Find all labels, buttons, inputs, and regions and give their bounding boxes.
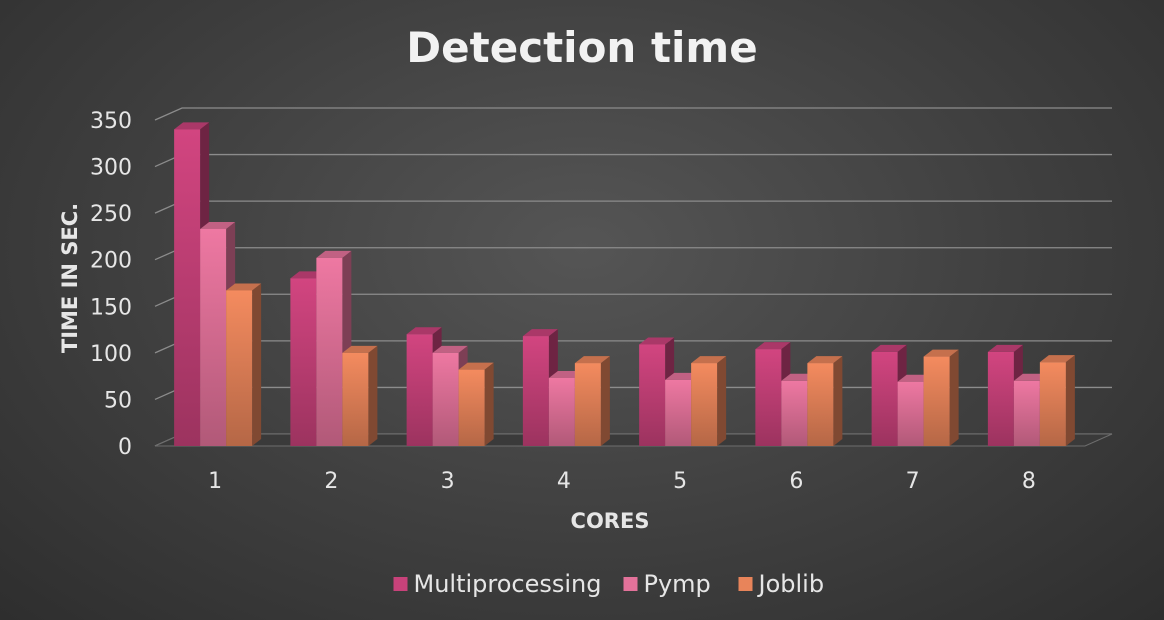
bar-front — [316, 257, 343, 446]
bar-side — [600, 356, 610, 446]
x-tick-label: 1 — [208, 469, 222, 494]
bar-top — [406, 327, 442, 335]
bar — [923, 349, 959, 446]
bar-top — [432, 345, 468, 353]
bar-front — [691, 363, 718, 446]
bar-front — [432, 352, 459, 446]
y-tick-label: 350 — [90, 109, 132, 134]
bar-front — [406, 334, 433, 446]
bar-side — [717, 356, 727, 446]
bar-side — [833, 356, 843, 446]
bar — [342, 345, 378, 446]
bar-top — [174, 122, 210, 130]
bar-side — [1065, 355, 1075, 446]
legend-swatch — [738, 577, 753, 591]
bar-side — [252, 283, 262, 446]
bar-front — [548, 378, 575, 446]
legend-label: Joblib — [757, 570, 825, 598]
bar-top — [987, 344, 1023, 352]
legend-swatch — [393, 577, 408, 591]
legend-item: Pymp — [623, 570, 711, 598]
bar-front — [897, 381, 924, 446]
bar — [574, 356, 610, 446]
bar-top — [226, 283, 262, 291]
bar-front — [1013, 380, 1040, 446]
bar-front — [290, 278, 317, 446]
bar-top — [574, 356, 610, 364]
gridline — [154, 200, 1112, 214]
bar-front — [871, 351, 898, 446]
legend-swatch — [623, 577, 638, 591]
bar-top — [522, 329, 558, 337]
bar-front — [665, 379, 692, 446]
y-tick-label: 200 — [90, 249, 132, 274]
x-tick-label: 3 — [441, 469, 455, 494]
bar-front — [923, 356, 950, 446]
bar-front — [342, 352, 369, 446]
bar-top — [691, 356, 727, 364]
bar-top — [458, 362, 494, 370]
bar — [458, 362, 494, 446]
bar-front — [574, 363, 601, 446]
gridline — [154, 153, 1112, 168]
bar-top — [1039, 355, 1075, 363]
bar-top — [342, 345, 378, 353]
y-tick-label: 100 — [90, 342, 132, 367]
bar — [226, 283, 262, 446]
bar-top — [316, 250, 352, 258]
bar-front — [522, 336, 549, 446]
bar-front — [755, 349, 782, 446]
bar — [1039, 355, 1075, 446]
x-tick-label: 6 — [789, 469, 803, 494]
bar-top — [923, 349, 959, 357]
legend-label: Multiprocessing — [414, 570, 602, 598]
bar-side — [484, 362, 494, 446]
bar-top — [200, 221, 236, 229]
bar-front — [226, 290, 253, 446]
x-tick-label: 5 — [673, 469, 687, 494]
bar-top — [639, 337, 675, 345]
y-axis-title: TIME IN SEC. — [58, 203, 82, 353]
y-tick-label: 300 — [90, 156, 132, 181]
bars — [174, 122, 1075, 447]
bar-front — [987, 351, 1014, 446]
bar-front — [781, 380, 808, 446]
bar-front — [807, 363, 834, 446]
y-tick-label: 150 — [90, 295, 132, 320]
gridline — [154, 107, 1112, 121]
x-tick-label: 4 — [557, 469, 571, 494]
bar-front — [458, 369, 485, 446]
bar-top — [871, 344, 907, 352]
bar-front — [1039, 362, 1066, 446]
bar-front — [639, 344, 666, 446]
y-tick-label: 250 — [90, 202, 132, 227]
y-tick-label: 0 — [118, 435, 132, 460]
legend: Multiprocessing Pymp Joblib — [393, 570, 825, 598]
y-tick-label: 50 — [104, 388, 132, 413]
bar-front — [174, 129, 201, 447]
bar-side — [368, 345, 378, 446]
bar-top — [807, 356, 843, 364]
x-tick-label: 8 — [1022, 469, 1036, 494]
bar — [807, 356, 843, 446]
legend-label: Pymp — [644, 570, 711, 598]
bar-top — [755, 342, 791, 350]
gridline — [154, 247, 1112, 261]
bar — [691, 356, 727, 446]
x-axis-ticks: 1 2 3 4 5 6 7 8 — [208, 469, 1036, 494]
x-axis-title: CORES — [571, 509, 650, 533]
legend-item: Multiprocessing — [393, 570, 602, 598]
bar-side — [949, 349, 959, 446]
y-axis-ticks: 0 50 100 150 200 250 300 350 — [90, 109, 132, 460]
bar-front — [200, 228, 227, 446]
x-tick-label: 2 — [324, 469, 338, 494]
chart-title: Detection time — [406, 23, 757, 72]
x-tick-label: 7 — [906, 469, 920, 494]
legend-item: Joblib — [738, 570, 825, 598]
